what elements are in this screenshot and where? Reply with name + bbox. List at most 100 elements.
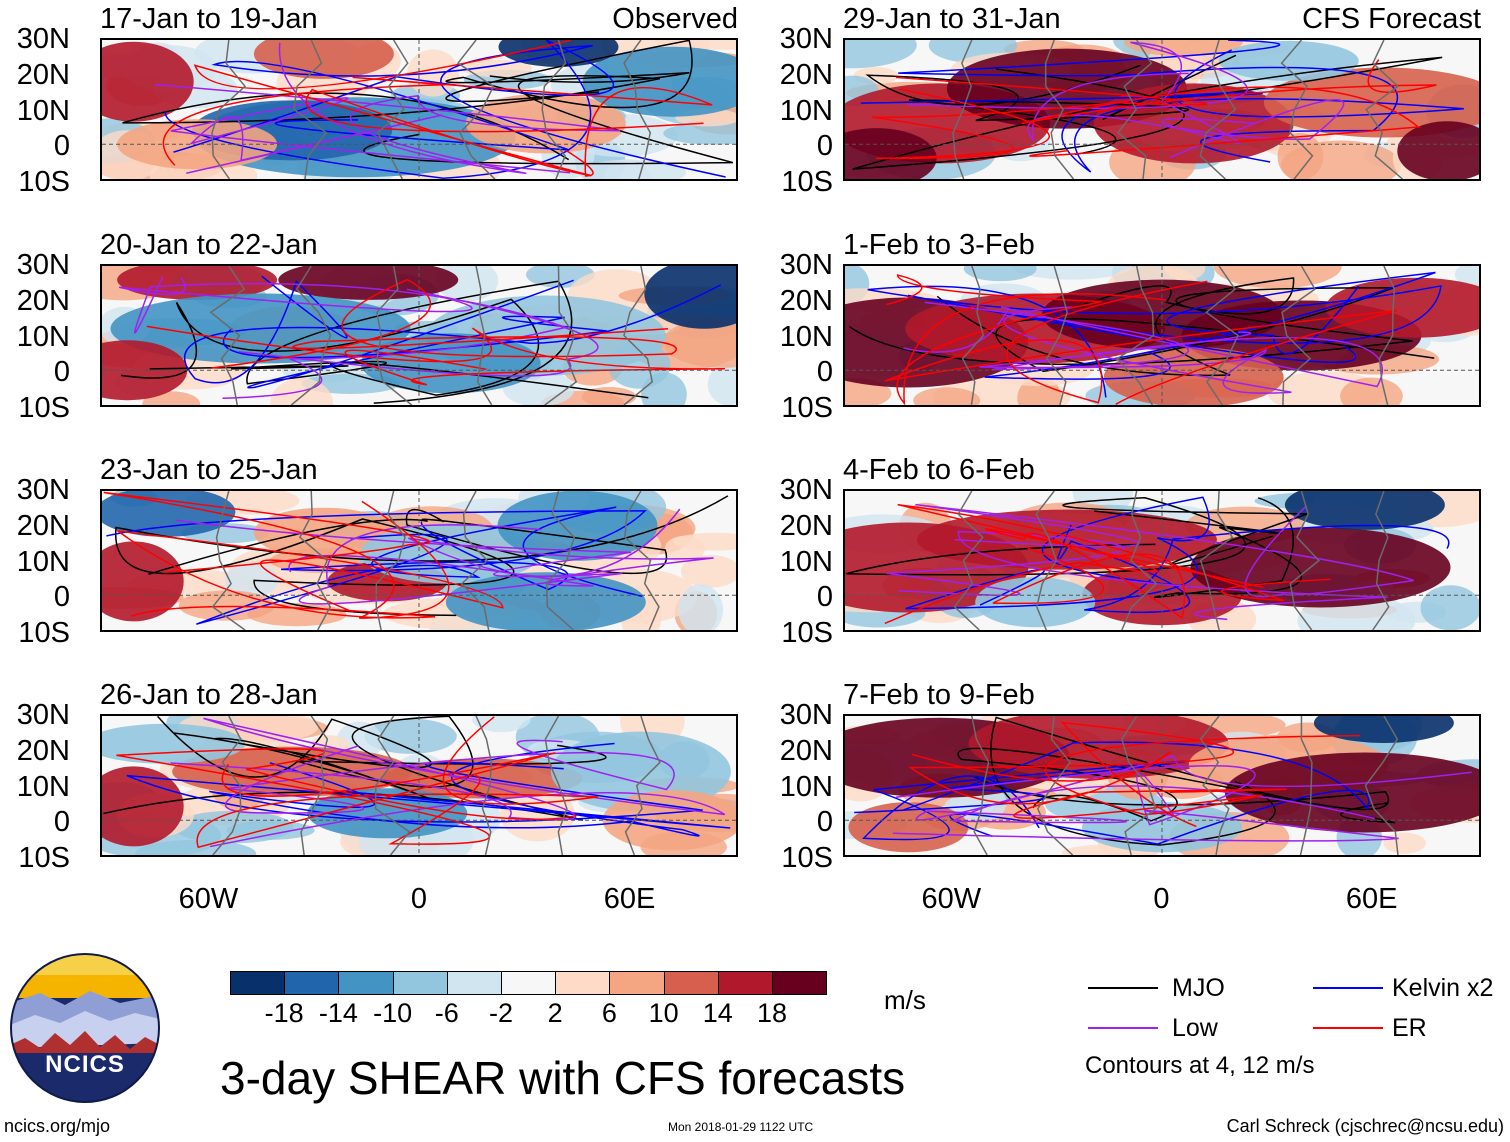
legend-label-mjo: MJO (1172, 974, 1225, 1002)
wave-contour-line (984, 528, 1264, 620)
latitude-tick-label: 0 (53, 806, 70, 839)
coastline (953, 491, 984, 630)
panel-title: 17-Jan to 19-Jan (100, 3, 318, 35)
shear-field-patch (664, 535, 705, 563)
coastline (1044, 40, 1075, 179)
wave-contour-line (1056, 524, 1450, 614)
colorbar-tick-label: -2 (488, 998, 513, 1028)
coastline (1299, 716, 1313, 855)
latitude-tick-label: 20N (16, 734, 70, 767)
wave-contour-line (957, 747, 1396, 824)
ncics-logo: NCICS (10, 953, 160, 1103)
wave-contour-line (979, 306, 1292, 394)
legend-label-low: Low (1172, 1014, 1218, 1042)
panel-title: 26-Jan to 28-Jan (100, 679, 318, 711)
shear-field-patch (224, 563, 279, 597)
coastline (475, 716, 493, 855)
wave-contour-line (903, 301, 1383, 388)
wave-contour-line (183, 275, 722, 384)
latitude-tick-label: 0 (53, 130, 70, 163)
wave-contour-line (126, 761, 731, 829)
shear-field-patch (913, 387, 981, 405)
wave-contour-line (103, 491, 450, 619)
latitude-tick-label: 10N (16, 770, 70, 803)
coastline (971, 716, 990, 855)
coastline (1365, 40, 1403, 179)
wave-contour-line (211, 278, 678, 369)
longitude-tick-label: 60W (921, 883, 982, 915)
coastline (1116, 40, 1153, 179)
shear-map-panel (100, 489, 738, 632)
coastline (376, 266, 413, 405)
shear-field-patch (963, 266, 1037, 282)
coastline (293, 40, 328, 179)
colorbar-tick-label: -18 (264, 998, 304, 1028)
coastline (624, 716, 661, 855)
latitude-tick-label: 10S (18, 617, 70, 649)
latitude-tick-label: 10N (16, 545, 70, 578)
coastline (460, 491, 490, 630)
colorbar-tick-label: 14 (702, 998, 733, 1028)
coastline (623, 40, 652, 179)
shear-field-patch (472, 716, 531, 733)
coastline (1378, 266, 1396, 405)
coastline (544, 716, 568, 855)
coastline (624, 491, 660, 630)
wave-contour-line (211, 44, 726, 178)
coastline (298, 491, 332, 630)
coastline (475, 266, 493, 405)
colorbar-swatch (230, 971, 286, 995)
wave-contour-line (901, 741, 1370, 845)
wave-contour-line (908, 41, 1256, 145)
latitude-tick-label: 10N (16, 320, 70, 353)
coastline (376, 40, 409, 179)
wave-contour-line (445, 40, 693, 109)
colorbar-tick-label: 18 (756, 998, 788, 1028)
wave-contour-line (1013, 734, 1361, 819)
coastline (961, 266, 985, 405)
wave-contour-line (905, 496, 1210, 610)
wave-contour-line (915, 754, 1472, 824)
panel-title: 20-Jan to 22-Jan (100, 229, 318, 261)
wave-contour-line (162, 76, 713, 177)
latitude-tick-label: 20N (16, 284, 70, 317)
coastline (290, 266, 332, 405)
latitude-tick-label: 30N (16, 699, 70, 731)
latitude-tick-label: 10S (18, 842, 70, 874)
wave-contour-line (884, 503, 1331, 625)
shear-field-patch (663, 316, 736, 368)
contours-note: Contours at 4, 12 m/s (1085, 1052, 1315, 1079)
shear-map-panel (843, 264, 1481, 407)
shear-field-patch (461, 59, 532, 78)
panel-title: 23-Jan to 25-Jan (100, 454, 318, 486)
latitude-tick-label: 30N (779, 699, 833, 731)
latitude-tick-label: 0 (53, 581, 70, 614)
coastline (1199, 716, 1230, 855)
colorbar-tick-label: 6 (601, 998, 617, 1028)
shear-field-patch (1164, 266, 1206, 281)
wave-contour-line (119, 277, 599, 377)
shear-anomaly-blob (102, 41, 194, 122)
latitude-tick-label: 20N (16, 58, 70, 91)
coastline (456, 40, 496, 179)
coastline (212, 716, 242, 855)
figure-title: 3-day SHEAR with CFS forecasts (220, 1052, 906, 1104)
shear-field-patch (663, 122, 736, 145)
shear-field-patch (226, 820, 315, 840)
latitude-tick-label: 20N (779, 58, 833, 91)
latitude-tick-label: 0 (816, 581, 833, 614)
latitude-tick-label: 30N (16, 474, 70, 506)
shear-anomaly-blob (445, 572, 646, 630)
wave-contour-line (196, 716, 599, 849)
colorbar-tick-label: -10 (373, 998, 413, 1028)
footer-url: ncics.org/mjo (4, 1116, 111, 1136)
footer-author: Carl Schreck (cjschrec@ncsu.edu) (1226, 1116, 1504, 1136)
shear-map-panel (100, 264, 738, 407)
wave-contour-line (898, 40, 1399, 163)
shear-map-panel (843, 38, 1481, 181)
panel-title: 29-Jan to 31-Jan (843, 3, 1061, 35)
wave-contour-line (115, 495, 729, 617)
wave-contour-line (1027, 72, 1345, 159)
latitude-tick-label: 10N (16, 94, 70, 127)
wave-contour-line (116, 748, 577, 845)
